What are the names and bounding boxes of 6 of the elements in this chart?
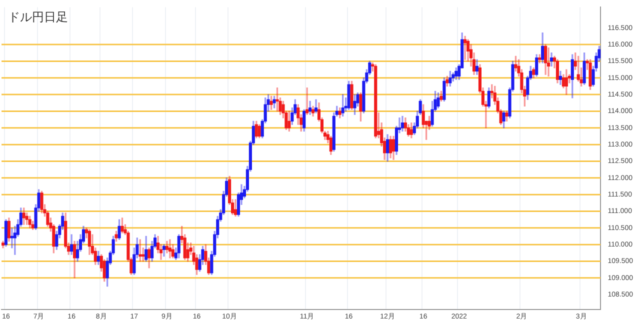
candlestick [168, 239, 172, 258]
candlestick [547, 48, 550, 77]
candlestick [306, 88, 309, 115]
candlestick [13, 226, 16, 255]
chart-title: ドル円日足 [8, 9, 68, 26]
candlestick [464, 36, 467, 60]
